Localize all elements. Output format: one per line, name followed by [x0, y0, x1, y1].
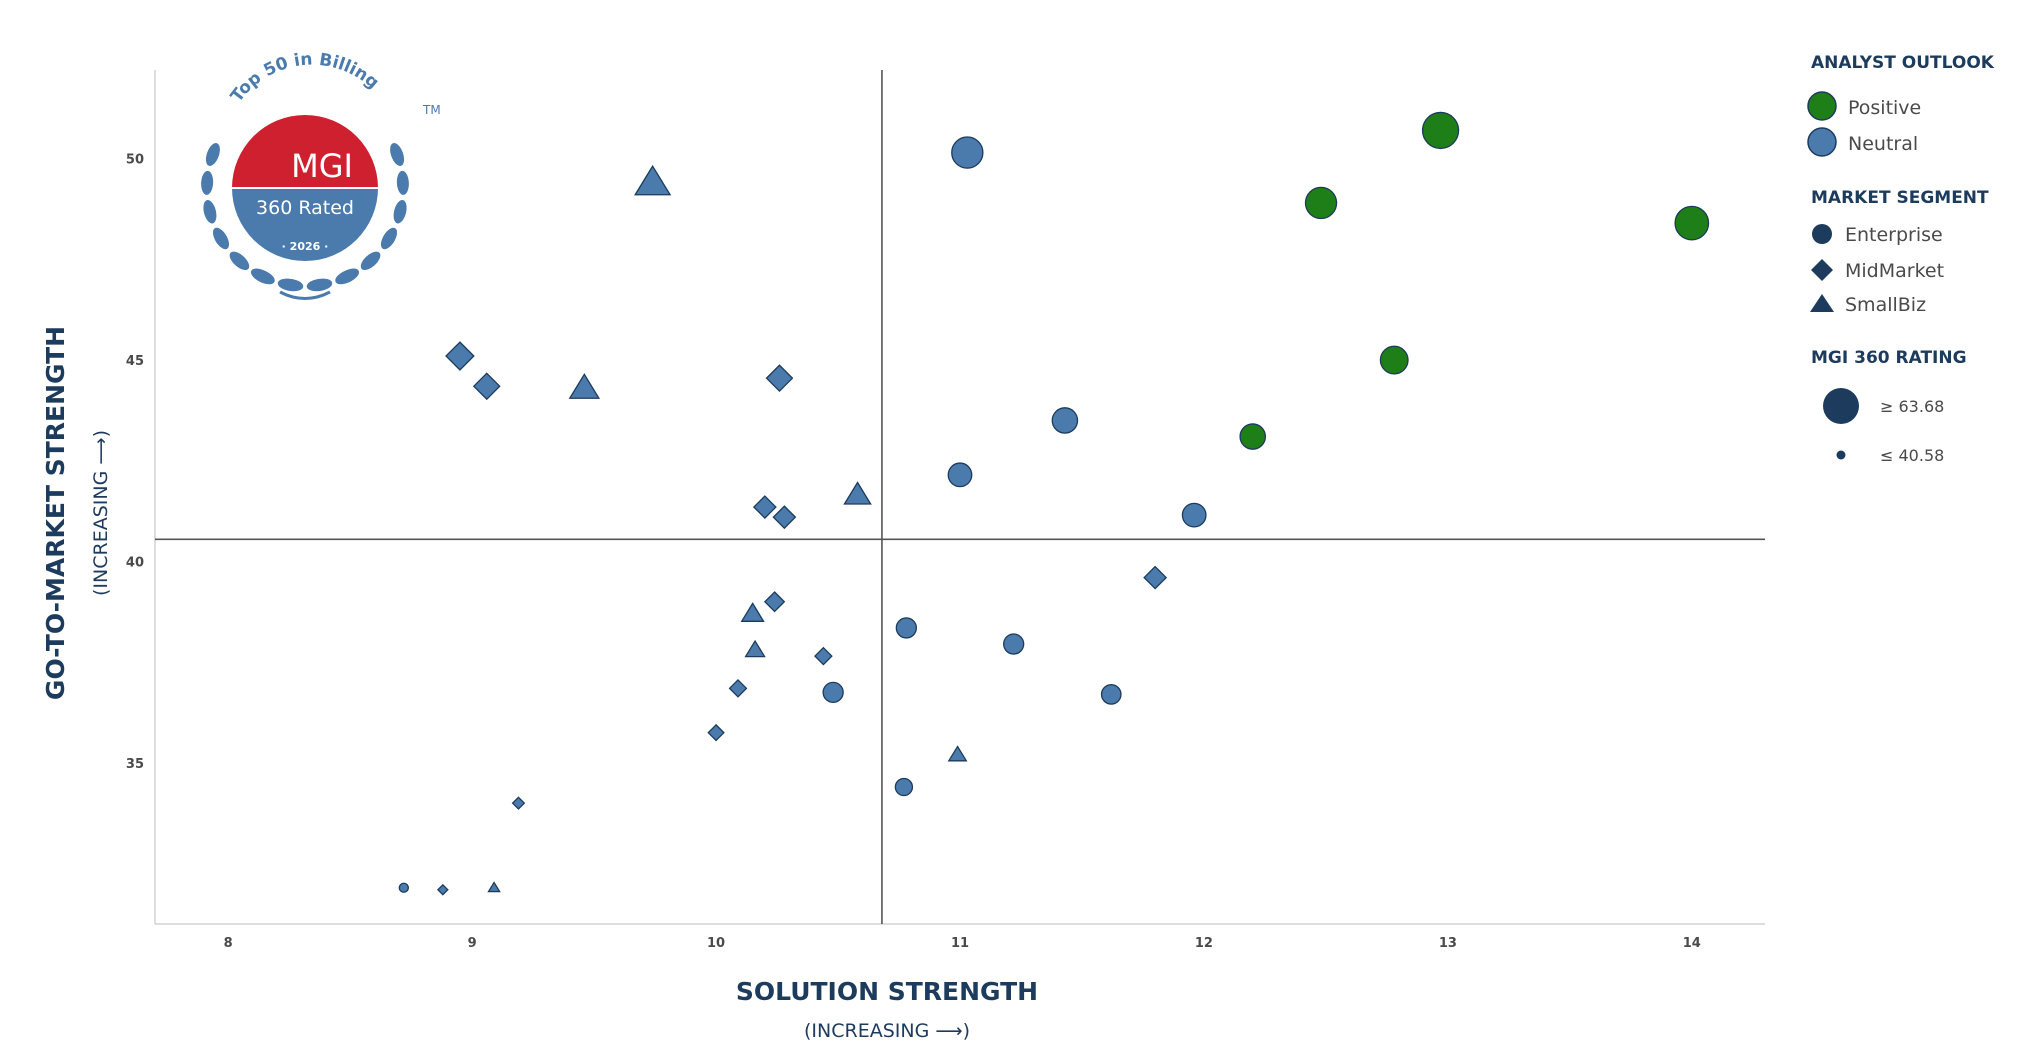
data-point-enterprise: [822, 681, 844, 704]
y-axis-title: GO-TO-MARKET STRENGTH: [41, 326, 70, 700]
data-point-enterprise: [1181, 502, 1207, 528]
y-tick-label: 35: [126, 757, 144, 772]
laurel-wreath-icon: [201, 143, 409, 300]
x-tick-label: 8: [224, 936, 233, 951]
laurel-leaf: [201, 170, 214, 195]
data-point-midmarket: [472, 372, 501, 401]
legend-rating-high-marker: [1823, 388, 1859, 424]
mgi-360-rated-badge: Top 50 in Billing TM MGI 360 Rated · 202…: [201, 50, 441, 300]
data-point-midmarket: [707, 723, 725, 742]
laurel-leaf: [203, 199, 217, 224]
laurel-leaf: [360, 251, 381, 271]
y-tick-label: 50: [126, 153, 144, 168]
data-point-midmarket: [445, 341, 475, 371]
legend-enterprise-marker: [1812, 224, 1832, 244]
data-point-enterprise: [398, 882, 409, 893]
data-point-smallbiz: [487, 881, 501, 893]
badge-rated: 360 Rated: [256, 197, 354, 219]
data-points: [398, 111, 1710, 896]
legend-positive-label: Positive: [1848, 97, 1921, 119]
data-point-smallbiz: [947, 745, 968, 762]
legend: ANALYST OUTLOOK Positive Neutral MARKET …: [1807, 53, 1995, 465]
legend-positive-marker: [1807, 91, 1837, 121]
data-point-enterprise: [1003, 633, 1025, 655]
data-point-enterprise: [1379, 345, 1409, 375]
data-point-enterprise: [1674, 205, 1710, 241]
data-point-midmarket: [763, 591, 786, 613]
legend-outlook-title: ANALYST OUTLOOK: [1811, 53, 1995, 73]
data-point-midmarket: [1143, 565, 1168, 590]
data-point-smallbiz: [740, 602, 765, 622]
laurel-leaf: [229, 251, 250, 271]
laurel-leaf: [390, 143, 405, 166]
laurel-leaf: [205, 143, 220, 166]
plot-area: 8 9 10 11 12 13 14 35 40 45 50: [126, 70, 1765, 951]
x-tick-label: 10: [707, 936, 725, 951]
laurel-leaf: [393, 199, 407, 224]
laurel-leaf: [306, 278, 331, 292]
badge-brand: MGI: [291, 147, 353, 185]
laurel-leaf: [277, 278, 302, 292]
y-tick-label: 40: [126, 555, 144, 570]
data-point-midmarket: [511, 796, 526, 810]
x-axis-subtitle: (INCREASING ⟶): [804, 1020, 970, 1042]
x-tick-labels: 8 9 10 11 12 13 14: [224, 936, 1701, 951]
y-tick-labels: 35 40 45 50: [126, 153, 144, 772]
laurel-leaf: [396, 170, 409, 195]
y-axis-subtitle: (INCREASING ⟶): [90, 430, 112, 596]
laurel-leaf: [250, 268, 274, 284]
data-point-midmarket: [436, 883, 449, 896]
legend-midmarket-label: MidMarket: [1845, 260, 1944, 282]
badge-tm: TM: [422, 103, 441, 117]
laurel-leaf: [335, 269, 358, 285]
badge-top-half: [232, 115, 378, 188]
x-tick-label: 13: [1439, 936, 1457, 951]
data-point-enterprise: [951, 136, 984, 169]
data-point-enterprise: [894, 777, 914, 797]
data-point-midmarket: [728, 678, 748, 698]
legend-enterprise-label: Enterprise: [1845, 224, 1943, 246]
y-tick-label: 45: [126, 354, 144, 369]
data-point-enterprise: [1421, 111, 1460, 150]
data-point-smallbiz: [634, 164, 672, 196]
laurel-leaf: [212, 227, 230, 250]
legend-segment-title: MARKET SEGMENT: [1811, 188, 1989, 208]
laurel-leaf: [380, 227, 398, 250]
laurel-ribbon: [279, 290, 331, 300]
data-point-enterprise: [1304, 186, 1338, 220]
legend-rating-low-marker: [1836, 450, 1846, 460]
data-point-smallbiz: [744, 639, 766, 658]
data-point-midmarket: [752, 495, 777, 519]
badge-bottom-half: [232, 188, 378, 261]
data-point-enterprise: [1051, 407, 1079, 434]
legend-rating-title: MGI 360 RATING: [1811, 348, 1967, 368]
data-point-enterprise: [947, 462, 973, 488]
data-point-midmarket: [765, 364, 794, 393]
legend-midmarket-marker: [1811, 259, 1833, 281]
legend-rating-low-label: ≤ 40.58: [1880, 446, 1944, 465]
legend-neutral-label: Neutral: [1848, 133, 1918, 155]
x-tick-label: 14: [1683, 936, 1701, 951]
x-axis-title: SOLUTION STRENGTH: [736, 977, 1038, 1006]
legend-neutral-marker: [1807, 127, 1837, 157]
data-point-smallbiz: [568, 373, 601, 399]
data-point-smallbiz: [843, 481, 872, 505]
data-point-midmarket: [814, 646, 833, 666]
x-tick-label: 11: [951, 936, 969, 951]
badge-arc-text: Top 50 in Billing: [227, 50, 383, 107]
legend-rating-high-label: ≥ 63.68: [1880, 397, 1944, 416]
data-point-midmarket: [772, 505, 797, 530]
badge-year: · 2026 ·: [282, 240, 329, 253]
data-point-enterprise: [1100, 684, 1122, 705]
legend-smallbiz-label: SmallBiz: [1845, 294, 1926, 316]
data-point-enterprise: [1239, 423, 1267, 450]
x-tick-label: 12: [1195, 936, 1213, 951]
data-point-enterprise: [895, 617, 917, 639]
x-tick-label: 9: [468, 936, 477, 951]
legend-smallbiz-marker: [1810, 294, 1834, 312]
